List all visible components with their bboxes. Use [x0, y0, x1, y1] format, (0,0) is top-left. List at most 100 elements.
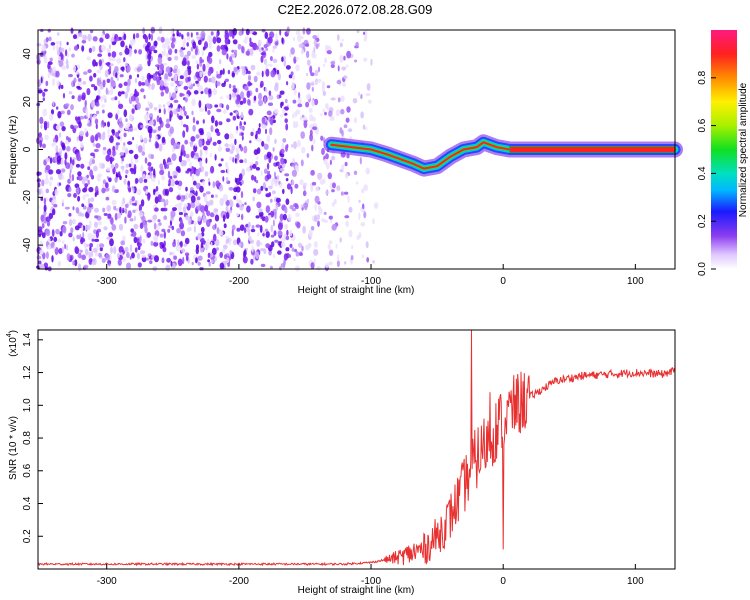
figure-title: C2E2.2026.072.08.28.G09 [278, 2, 433, 17]
noise-dot [195, 170, 200, 177]
noise-dot [184, 237, 190, 245]
noise-dot [55, 70, 60, 78]
noise-dot [197, 255, 203, 261]
noise-dot [149, 102, 153, 109]
noise-dot [52, 78, 56, 86]
noise-dot [274, 179, 279, 187]
noise-dot [151, 166, 154, 171]
noise-dot [265, 193, 271, 198]
noise-dot [187, 81, 191, 87]
noise-dot [76, 234, 80, 240]
noise-dot [110, 86, 114, 94]
noise-dot [119, 206, 122, 214]
noise-dot [240, 146, 244, 152]
noise-dot [288, 254, 292, 258]
noise-dot [169, 251, 173, 256]
noise-dot [235, 212, 239, 217]
noise-dot [146, 257, 150, 261]
noise-dot [138, 204, 142, 212]
noise-dot [99, 247, 103, 252]
noise-dot [164, 161, 167, 170]
noise-dot [270, 179, 274, 187]
y-tick-label: -40 [22, 237, 33, 252]
noise-dot [268, 185, 273, 190]
noise-dot [45, 251, 49, 259]
noise-dot [252, 196, 255, 202]
noise-dot [107, 128, 110, 135]
noise-dot [134, 91, 140, 97]
noise-dot [87, 166, 91, 171]
noise-dot [43, 262, 49, 268]
noise-dot [82, 205, 87, 210]
noise-dot [331, 189, 335, 193]
noise-dot [60, 84, 64, 90]
noise-dot [193, 192, 198, 196]
noise-dot [86, 88, 91, 96]
noise-dot [161, 228, 166, 233]
noise-dot [361, 254, 365, 259]
noise-dot [230, 59, 234, 66]
noise-dot [209, 152, 212, 158]
noise-dot [322, 63, 326, 67]
noise-dot [101, 258, 106, 263]
noise-dot [75, 152, 81, 158]
noise-dot [81, 45, 85, 52]
noise-dot [84, 183, 89, 188]
noise-dot [51, 73, 56, 77]
noise-dot [284, 223, 289, 230]
noise-dot [42, 91, 46, 97]
noise-dot [265, 187, 268, 192]
noise-dot [300, 131, 306, 139]
noise-dot [103, 226, 108, 231]
noise-dot [219, 230, 224, 236]
colorbar-tick-label: 0.8 [697, 70, 708, 84]
noise-dot [48, 180, 52, 187]
noise-dot [128, 149, 134, 154]
noise-dot [190, 195, 196, 203]
noise-dot [41, 44, 46, 52]
noise-dot [300, 35, 304, 40]
noise-dot [358, 199, 361, 203]
noise-dot [71, 159, 75, 166]
noise-dot [227, 69, 231, 75]
noise-dot [341, 164, 345, 171]
noise-dot [139, 222, 144, 229]
noise-dot [135, 143, 139, 150]
noise-dot [59, 40, 62, 47]
noise-dot [281, 56, 284, 63]
noise-dot [73, 77, 77, 84]
spectrogram-x-label: Height of straight line (km) [298, 285, 415, 296]
noise-dot [153, 107, 158, 111]
noise-dot [160, 198, 166, 203]
noise-dot [211, 115, 215, 124]
noise-dot [298, 92, 301, 99]
noise-dot [292, 99, 297, 104]
noise-dot [343, 75, 348, 80]
noise-dot [301, 146, 306, 154]
noise-dot [212, 181, 216, 188]
noise-dot [294, 248, 297, 253]
noise-dot [205, 140, 211, 146]
noise-dot [110, 76, 114, 85]
noise-dot [208, 181, 211, 186]
noise-dot [352, 98, 358, 104]
noise-dot [64, 152, 68, 160]
noise-dot [74, 246, 79, 254]
noise-dot [147, 53, 152, 60]
noise-dot [217, 146, 223, 152]
noise-dot [83, 242, 87, 248]
noise-dot [163, 48, 166, 57]
noise-dot [80, 237, 86, 243]
noise-dot [346, 106, 351, 113]
noise-dot [214, 214, 220, 222]
noise-dot [202, 63, 206, 72]
noise-dot [287, 213, 292, 222]
noise-dot [312, 126, 318, 131]
noise-dot [255, 251, 260, 259]
noise-dot [199, 107, 204, 112]
noise-dot [159, 84, 165, 91]
noise-dot [40, 76, 43, 84]
noise-dot [206, 62, 210, 69]
noise-dot [268, 214, 272, 220]
noise-dot [47, 244, 51, 250]
